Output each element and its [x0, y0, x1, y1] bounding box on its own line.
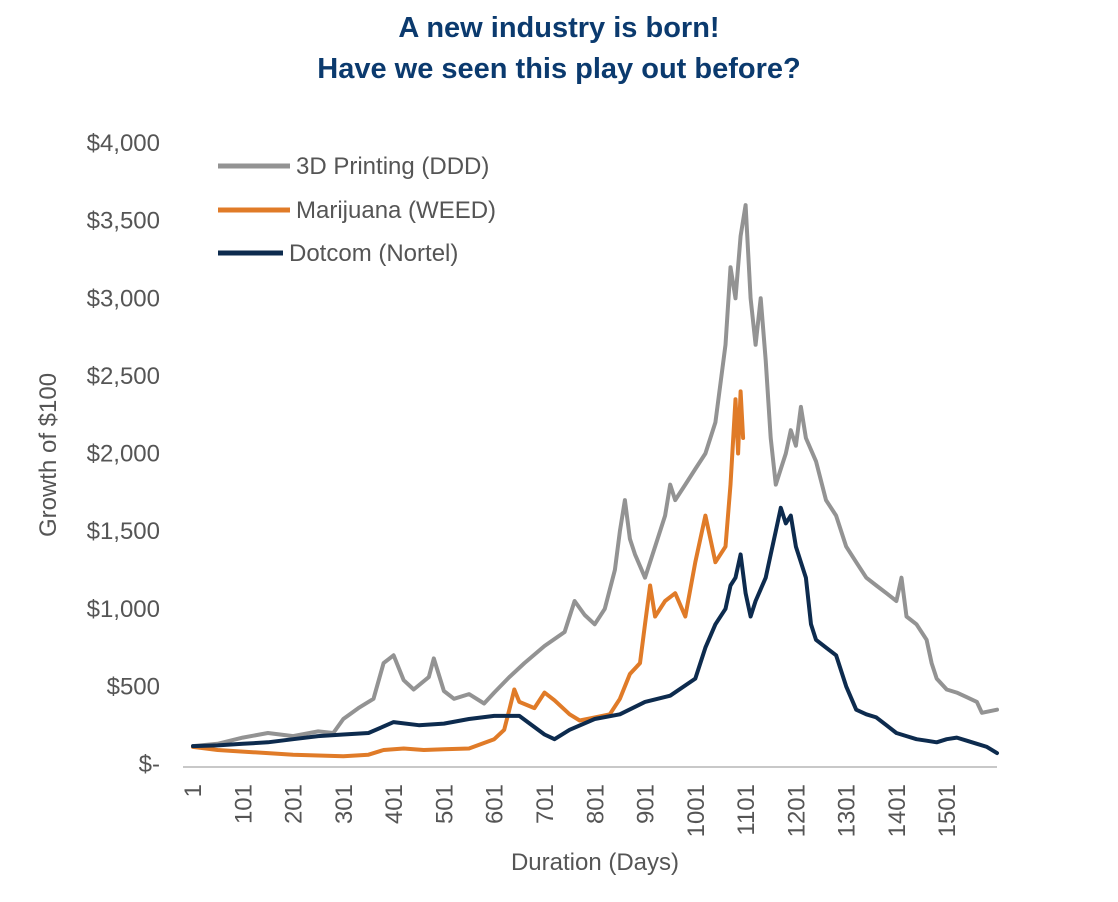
chart-title-line-1: A new industry is born!: [398, 12, 720, 44]
y-tick-label: $4,000: [87, 130, 160, 157]
x-tick-label: 101: [230, 784, 257, 824]
y-tick-label: $2,500: [87, 363, 160, 390]
chart-title-line-2: Have we seen this play out before?: [317, 53, 801, 85]
x-tick-label: 1501: [934, 784, 961, 837]
x-axis-label: Duration (Days): [511, 849, 679, 876]
x-tick-label: 701: [532, 784, 559, 824]
x-tick-label: 1001: [683, 784, 710, 837]
x-tick-label: 1301: [834, 784, 861, 837]
legend-label: 3D Printing (DDD): [296, 153, 489, 180]
series-line-3d-printing: [191, 203, 999, 749]
series-line-marijuana: [191, 389, 746, 759]
x-tick-label: 1401: [884, 784, 911, 837]
y-tick-label: $1,000: [87, 596, 160, 623]
x-axis-ticks: 1 101 201 301 401 501 601 701 801 901 1001 1101 1201…: [180, 784, 961, 837]
x-tick-label: 801: [582, 784, 609, 824]
x-tick-label: 1: [180, 784, 207, 797]
y-tick-label: $3,000: [87, 285, 160, 312]
y-axis-label: Growth of $100: [35, 373, 62, 537]
legend: 3D Printing (DDD) Marijuana (WEED) Dotcom …: [218, 153, 496, 267]
x-tick-label: 601: [482, 784, 509, 824]
legend-label: Dotcom (Nortel): [289, 240, 458, 267]
x-tick-label: 301: [331, 784, 358, 824]
series-lines: [191, 203, 999, 759]
y-tick-label: $1,500: [87, 518, 160, 545]
y-tick-label: $-: [139, 751, 160, 778]
x-tick-label: 1101: [733, 784, 760, 836]
y-axis-ticks: $- $500 $1,000 $1,500 $2,000 $2,500 $3,000 $3,5…: [87, 130, 160, 778]
y-tick-label: $3,500: [87, 208, 160, 235]
y-tick-label: $2,000: [87, 441, 160, 468]
x-tick-label: 501: [431, 784, 458, 824]
series-line-dotcom: [191, 505, 999, 756]
x-tick-label: 1201: [783, 784, 810, 837]
x-tick-label: 201: [281, 784, 308, 824]
y-tick-label: $500: [107, 673, 160, 700]
legend-label: Marijuana (WEED): [296, 197, 496, 224]
x-tick-label: 901: [633, 784, 660, 824]
x-tick-label: 401: [381, 784, 408, 824]
